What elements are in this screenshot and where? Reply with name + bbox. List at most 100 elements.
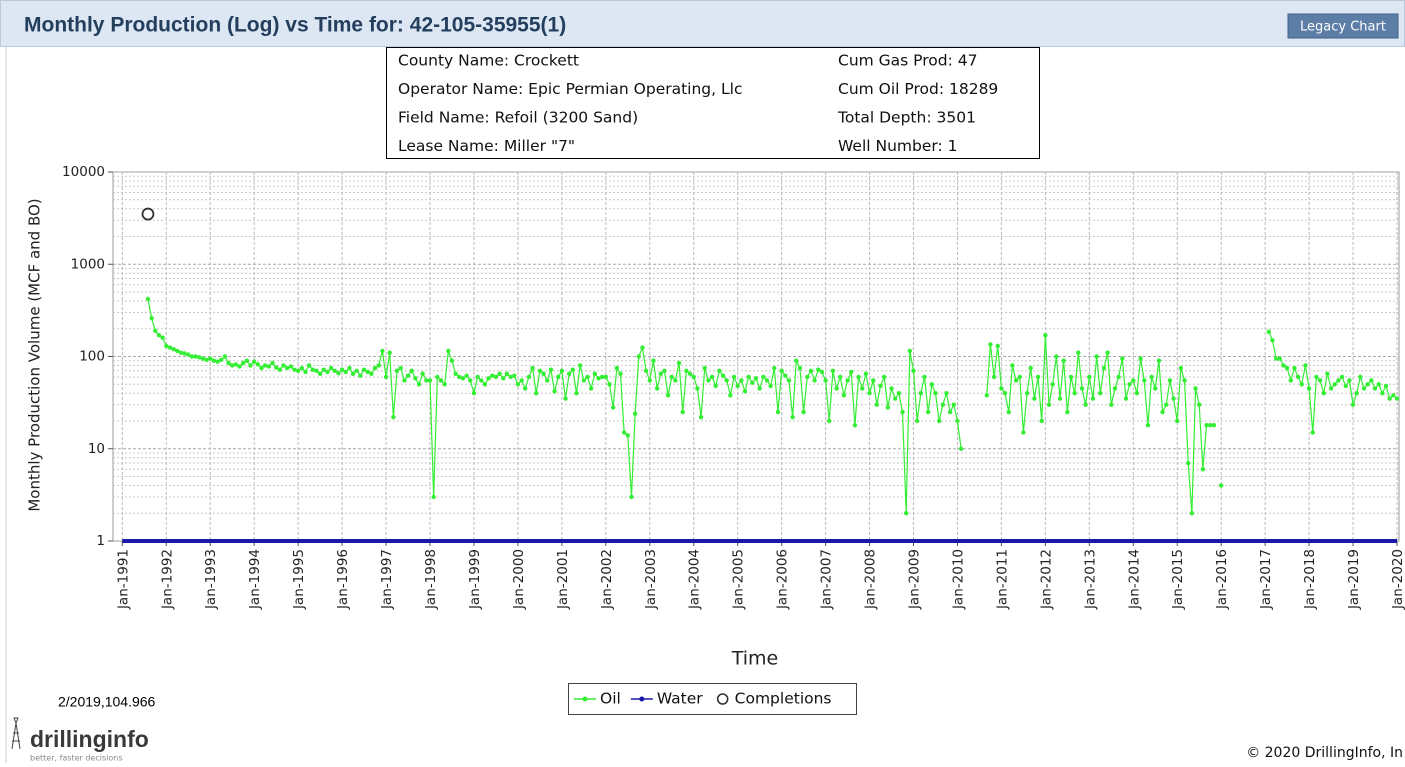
point: [673, 378, 678, 383]
point: [515, 382, 521, 387]
legend-marker: [716, 693, 729, 705]
point: [757, 386, 762, 391]
point: [1057, 396, 1063, 401]
point: [376, 363, 381, 368]
point: [1017, 374, 1022, 380]
y-tick-label: 1: [96, 533, 105, 549]
point: [922, 374, 927, 380]
point: [156, 333, 162, 338]
info-box: [386, 47, 1040, 159]
point: [471, 391, 477, 396]
point: [632, 411, 638, 416]
legend-label: Completions: [735, 690, 832, 708]
point: [610, 405, 616, 410]
point: [204, 357, 209, 363]
point: [603, 374, 609, 380]
point: [563, 396, 568, 401]
point: [317, 371, 323, 376]
point: [713, 383, 718, 389]
point: [955, 418, 960, 424]
point: [1281, 363, 1286, 368]
point: [501, 376, 506, 381]
page-title: Monthly Production (Log) vs Time for: 42…: [24, 14, 566, 37]
x-tick-label: Jan-2017: [1258, 549, 1274, 610]
point: [1193, 386, 1198, 391]
point: [372, 365, 378, 371]
point: [431, 494, 436, 500]
x-tick-label: Jan-2012: [1038, 549, 1054, 610]
point: [812, 378, 817, 383]
point: [1123, 396, 1129, 401]
point: [588, 386, 594, 391]
point: [442, 382, 447, 387]
point: [339, 367, 345, 372]
point: [1204, 423, 1209, 428]
point: [464, 373, 469, 378]
info-label: County Name: Crockett: [398, 52, 579, 70]
legacy-button-label[interactable]: Legacy Chart: [1300, 20, 1386, 35]
point: [1288, 378, 1293, 383]
point: [556, 374, 561, 380]
point: [1361, 386, 1367, 391]
completion-marker: [141, 207, 155, 221]
x-tick-label: Jan-2005: [731, 549, 747, 610]
point: [695, 386, 700, 391]
point: [435, 374, 440, 380]
point: [731, 374, 737, 380]
point: [347, 365, 352, 371]
point: [306, 363, 312, 368]
point: [1013, 378, 1019, 383]
point: [493, 374, 499, 380]
x-tick-label: Jan-2018: [1302, 549, 1318, 610]
x-tick-label: Jan-2010: [950, 549, 966, 610]
point: [1295, 374, 1301, 380]
point: [1321, 391, 1326, 396]
point: [1050, 382, 1055, 387]
point: [739, 378, 744, 383]
point: [698, 414, 704, 420]
point: [1039, 418, 1044, 424]
point: [336, 370, 341, 376]
point: [512, 373, 517, 378]
point: [281, 363, 286, 368]
point: [284, 365, 290, 371]
point: [1138, 356, 1143, 361]
point: [405, 373, 411, 378]
copyright: © 2020 DrillingInfo, In: [1246, 745, 1403, 761]
point: [1010, 363, 1015, 368]
x-tick-label: Jan-2019: [1346, 549, 1362, 610]
point: [991, 374, 997, 380]
point: [325, 369, 330, 375]
point: [911, 368, 916, 373]
point: [794, 358, 799, 363]
info-label: Field Name: Refoil (3200 Sand): [398, 109, 638, 127]
legacy-button[interactable]: [1287, 13, 1399, 39]
point: [958, 446, 964, 451]
x-tick-label: Jan-2013: [1082, 549, 1098, 610]
point: [779, 368, 784, 373]
x-tick-label: Jan-1992: [159, 549, 175, 610]
point: [999, 386, 1004, 391]
point: [786, 378, 792, 383]
point: [1054, 354, 1059, 359]
info-label: Total Depth: 3501: [837, 109, 976, 127]
point: [808, 368, 814, 373]
point: [233, 362, 239, 367]
point: [1142, 378, 1147, 383]
x-tick-label: Jan-2003: [643, 549, 659, 610]
point: [383, 374, 389, 380]
point: [680, 409, 685, 415]
point: [1145, 423, 1151, 428]
point: [838, 374, 843, 380]
point: [175, 348, 180, 354]
point: [783, 373, 788, 378]
point: [790, 414, 795, 420]
point: [900, 409, 905, 415]
point: [577, 363, 583, 368]
point: [343, 369, 348, 375]
point: [1035, 374, 1041, 380]
point: [892, 396, 898, 401]
point: [226, 360, 231, 366]
point: [1270, 338, 1275, 343]
point: [1079, 386, 1085, 391]
